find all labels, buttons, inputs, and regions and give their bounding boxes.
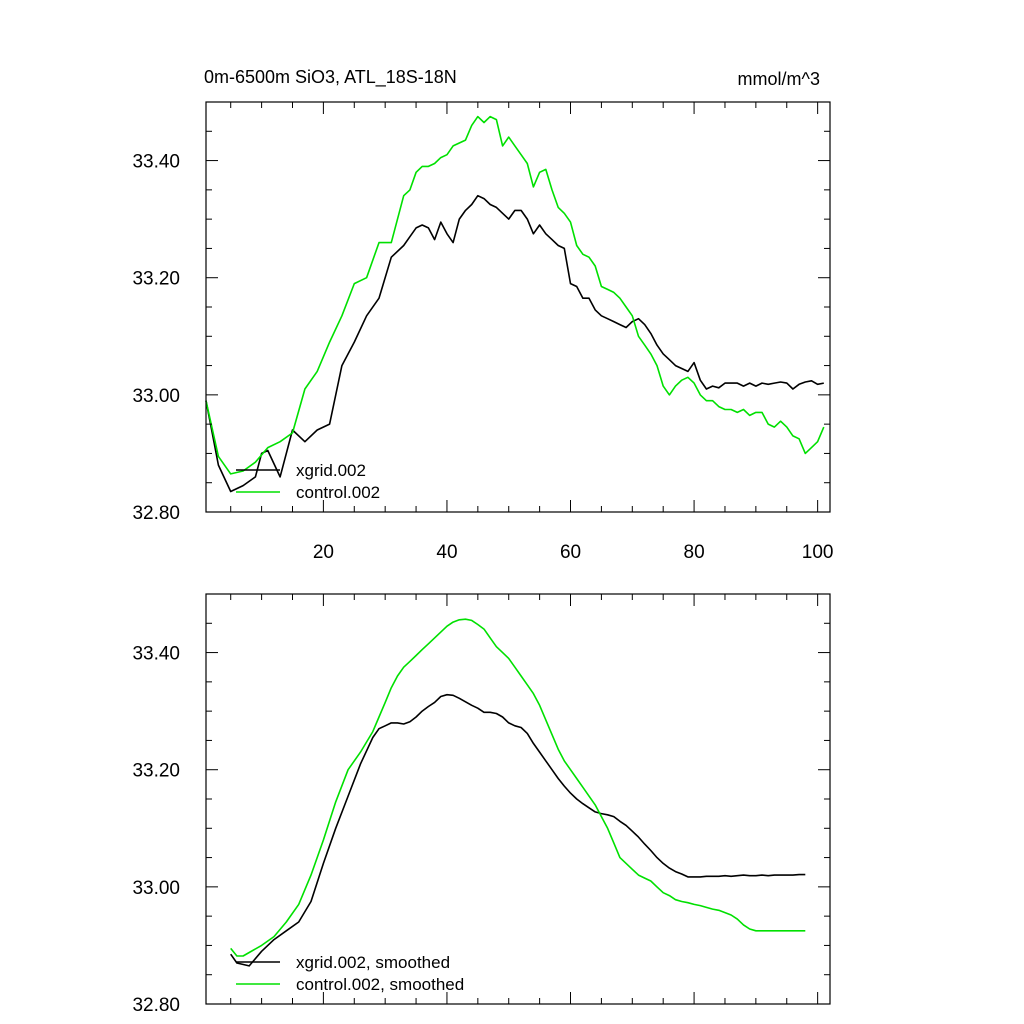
y-tick-label: 33.20 xyxy=(132,761,180,782)
series-line-control xyxy=(205,115,825,475)
ticks-layer: 32.80 33.00 33.20 33.40 xyxy=(132,594,830,1016)
y-tick-label: 33.00 xyxy=(132,386,180,407)
y-tick-label: 33.40 xyxy=(132,152,180,173)
y-tick-label: 32.80 xyxy=(132,995,180,1016)
x-tick-label: 40 xyxy=(436,542,457,563)
y-tick-label: 33.20 xyxy=(132,269,180,290)
x-tick-label: 80 xyxy=(684,542,705,563)
plot-frame xyxy=(205,101,831,513)
bottom-panel: 32.80 33.00 33.20 33.40 xgrid.002, smoothed… xyxy=(132,593,831,1016)
x-tick-label: 100 xyxy=(802,542,834,563)
legend-label-xgrid-smoothed: xgrid.002, smoothed xyxy=(296,953,450,972)
x-tick-label: 60 xyxy=(560,542,581,563)
top-panel: 0m-6500m SiO3, ATL_18S-18N mmol/m^3 20 40… xyxy=(132,67,833,563)
series-layer xyxy=(230,618,806,967)
units-label: mmol/m^3 xyxy=(738,69,820,89)
legend-label-control: control.002 xyxy=(296,483,380,502)
legend: xgrid.002 control.002 xyxy=(236,461,380,502)
series-line-xgrid xyxy=(205,194,824,493)
y-tick-label: 32.80 xyxy=(132,503,180,524)
x-tick-label: 20 xyxy=(313,542,334,563)
chart-title: 0m-6500m SiO3, ATL_18S-18N xyxy=(204,67,457,88)
legend-label-xgrid: xgrid.002 xyxy=(296,461,366,480)
legend-label-control-smoothed: control.002, smoothed xyxy=(296,975,464,994)
series-line-control xyxy=(230,618,806,957)
y-tick-label: 33.00 xyxy=(132,878,180,899)
y-tick-label: 33.40 xyxy=(132,644,180,665)
legend: xgrid.002, smoothed control.002, smoothe… xyxy=(236,953,464,994)
series-layer xyxy=(205,115,825,493)
ticks-layer: 20 40 60 80 100 32.80 33.00 33.20 33.40 xyxy=(132,102,833,563)
series-line-xgrid xyxy=(230,693,806,967)
plot-frame xyxy=(205,593,831,1005)
